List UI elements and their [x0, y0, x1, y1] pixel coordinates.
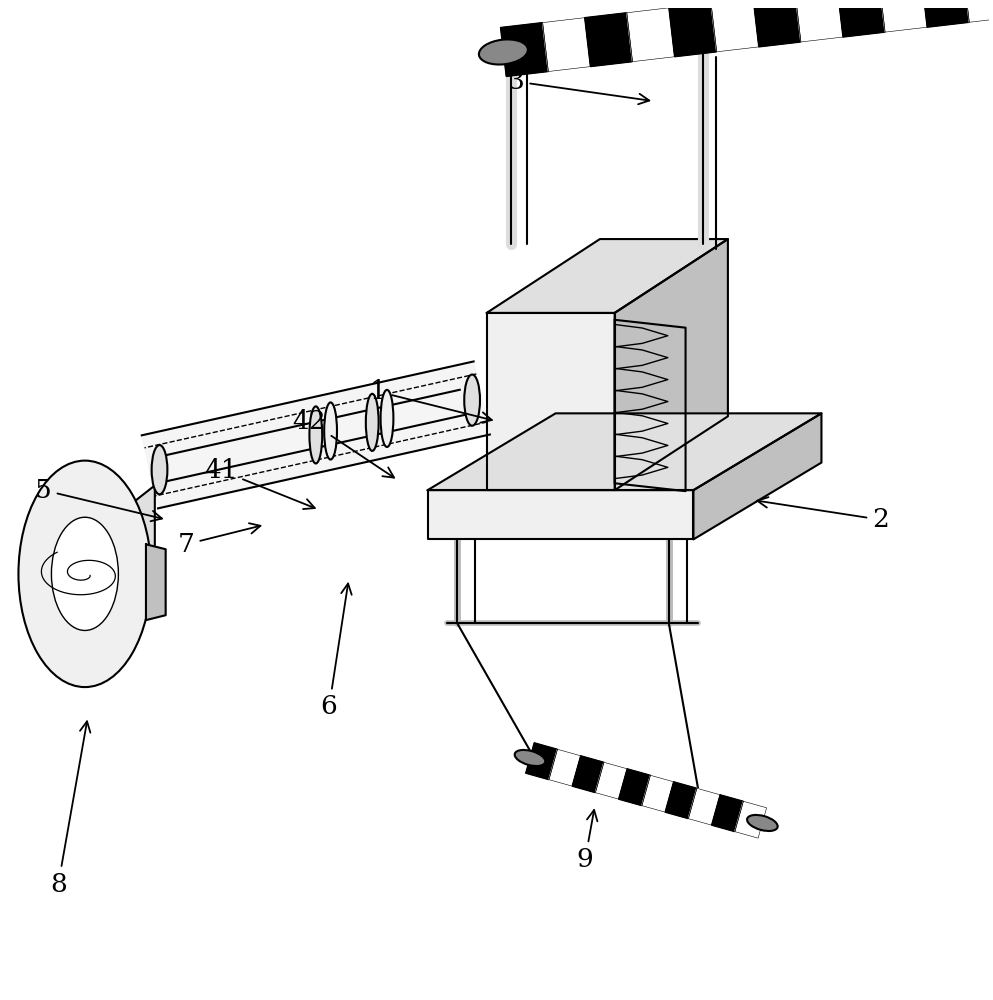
Polygon shape — [735, 801, 767, 838]
Polygon shape — [572, 756, 604, 793]
Polygon shape — [963, 0, 993, 22]
Ellipse shape — [465, 375, 480, 426]
Polygon shape — [549, 749, 581, 786]
Polygon shape — [693, 413, 821, 539]
Text: 7: 7 — [178, 523, 260, 557]
Polygon shape — [89, 485, 155, 623]
Ellipse shape — [984, 0, 993, 5]
Ellipse shape — [380, 390, 393, 447]
Text: 9: 9 — [577, 810, 598, 872]
Polygon shape — [500, 23, 548, 76]
Polygon shape — [641, 775, 673, 812]
Polygon shape — [669, 3, 717, 57]
Ellipse shape — [152, 445, 168, 494]
Text: 41: 41 — [204, 458, 315, 509]
Polygon shape — [542, 18, 591, 72]
Polygon shape — [487, 313, 615, 490]
Text: 5: 5 — [35, 478, 162, 521]
Polygon shape — [428, 490, 693, 539]
Ellipse shape — [52, 517, 118, 630]
Ellipse shape — [365, 394, 378, 451]
Text: 2: 2 — [758, 497, 889, 532]
Text: 8: 8 — [50, 721, 90, 897]
Polygon shape — [753, 0, 801, 47]
Polygon shape — [837, 0, 885, 37]
Polygon shape — [146, 544, 166, 620]
Polygon shape — [795, 0, 843, 42]
Text: 6: 6 — [321, 584, 352, 719]
Polygon shape — [596, 762, 628, 799]
Polygon shape — [688, 788, 720, 825]
Polygon shape — [627, 8, 674, 62]
Polygon shape — [619, 769, 650, 806]
Polygon shape — [142, 361, 490, 508]
Polygon shape — [665, 782, 697, 819]
Polygon shape — [880, 0, 927, 32]
Polygon shape — [585, 13, 633, 67]
Ellipse shape — [19, 461, 151, 687]
Ellipse shape — [479, 39, 528, 65]
Ellipse shape — [310, 406, 322, 463]
Polygon shape — [428, 413, 821, 490]
Ellipse shape — [514, 750, 545, 766]
Polygon shape — [712, 795, 744, 832]
Polygon shape — [922, 0, 969, 27]
Polygon shape — [525, 743, 557, 780]
Ellipse shape — [324, 402, 337, 460]
Text: 1: 1 — [370, 379, 492, 423]
Ellipse shape — [747, 815, 778, 831]
Polygon shape — [615, 239, 728, 490]
Text: 42: 42 — [293, 409, 394, 478]
Polygon shape — [487, 239, 728, 313]
Text: 3: 3 — [507, 69, 649, 104]
Polygon shape — [711, 0, 759, 52]
